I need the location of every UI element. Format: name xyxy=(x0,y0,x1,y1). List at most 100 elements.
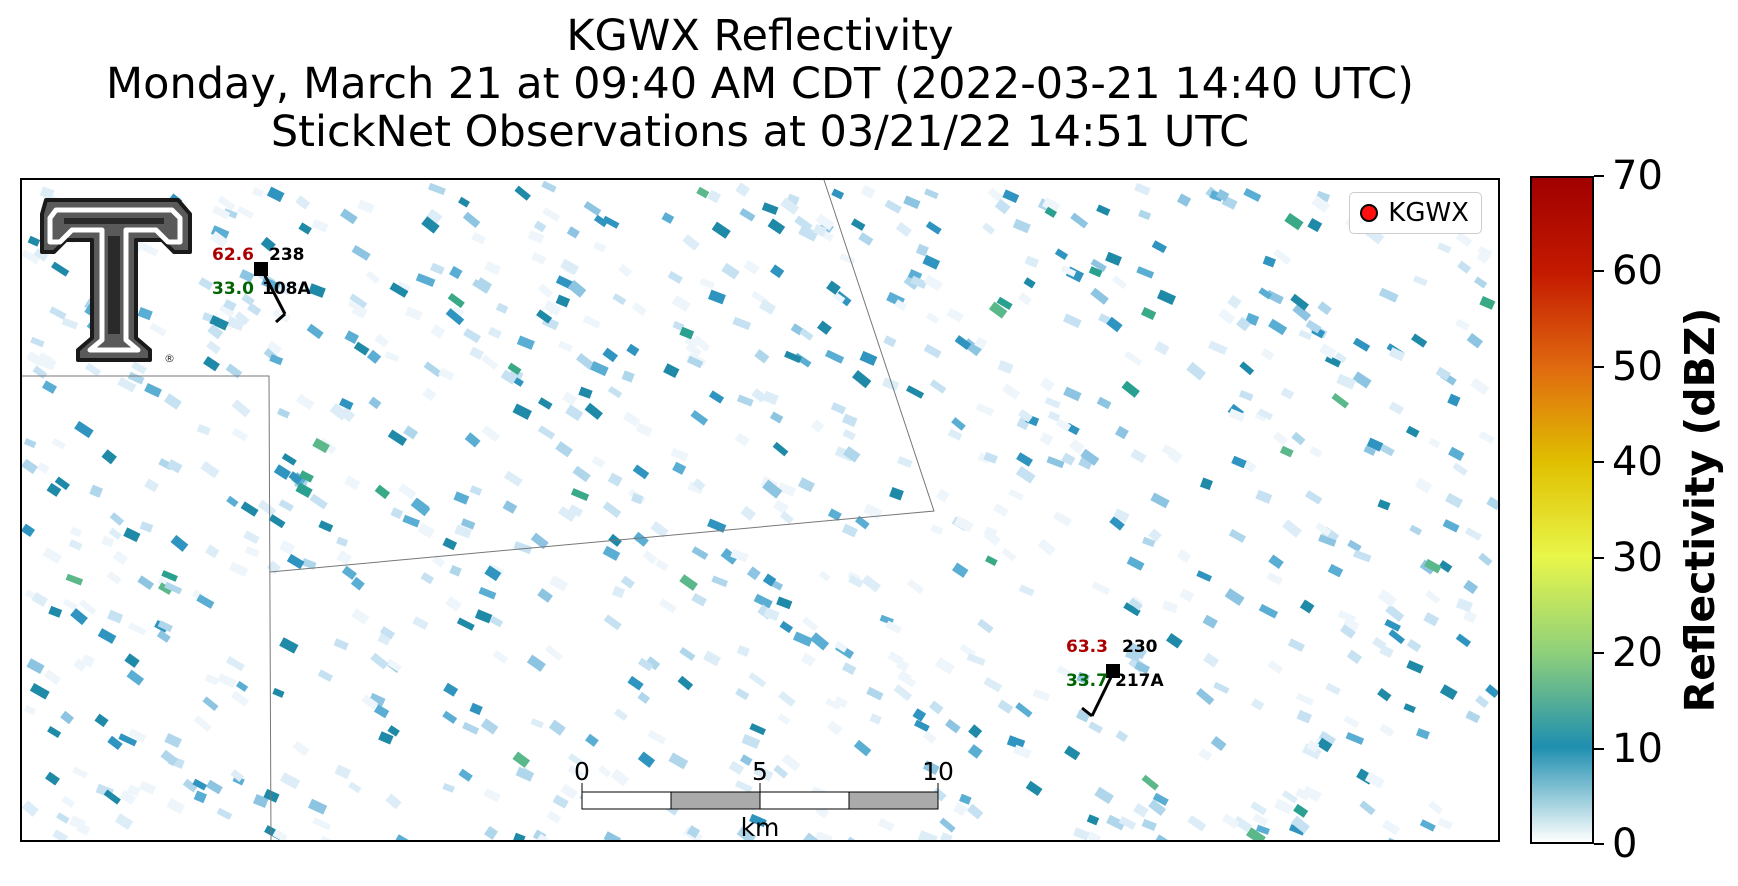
echo-pixel xyxy=(495,302,509,314)
echo-pixel xyxy=(341,565,357,580)
echo-pixel xyxy=(25,350,44,367)
echo-pixel xyxy=(49,306,67,320)
echo-pixel xyxy=(578,386,593,399)
echo-pixel xyxy=(1227,294,1242,310)
echo-pixel xyxy=(667,270,683,284)
echo-pixel xyxy=(516,335,535,350)
echo-pixel xyxy=(1236,316,1251,332)
echo-pixel xyxy=(370,652,389,670)
echo-pixel xyxy=(368,692,386,707)
echo-pixel xyxy=(451,306,465,319)
echo-pixel xyxy=(1023,277,1036,289)
echo-pixel xyxy=(861,574,881,593)
echo-pixel xyxy=(46,482,62,497)
echo-pixel xyxy=(1366,437,1384,452)
echo-pixel xyxy=(1106,814,1126,831)
texas-tech-logo: ® xyxy=(40,198,192,365)
station-217A[interactable]: 63.3 230 33.7 217A xyxy=(1066,637,1164,718)
station-108A[interactable]: 62.6 238 33.0 108A xyxy=(212,245,311,324)
echo-pixel xyxy=(65,573,84,586)
echo-pixel xyxy=(721,262,740,280)
echo-pixel xyxy=(1364,771,1385,789)
echo-pixel xyxy=(230,769,244,782)
echo-pixel xyxy=(844,836,861,840)
echo-pixel xyxy=(907,579,924,595)
echo-pixel xyxy=(38,356,57,371)
wind-barb-flag xyxy=(1081,706,1093,718)
echo-pixel xyxy=(859,350,878,366)
echo-pixel xyxy=(295,482,313,498)
echo-pixel xyxy=(567,764,585,780)
echo-pixel xyxy=(922,730,937,744)
echo-pixel xyxy=(544,644,563,661)
echo-pixel xyxy=(833,696,848,709)
echo-pixel xyxy=(266,186,285,203)
echo-pixel xyxy=(928,700,944,715)
echo-pixel xyxy=(89,484,104,498)
echo-pixel xyxy=(781,753,801,772)
echo-pixel xyxy=(462,211,481,229)
echo-pixel xyxy=(1331,392,1350,409)
echo-pixel xyxy=(334,764,352,780)
echo-pixel xyxy=(449,265,463,280)
echo-pixel xyxy=(1118,816,1137,831)
echo-pixel xyxy=(1086,814,1100,826)
echo-pixel xyxy=(1148,528,1162,542)
echo-pixel xyxy=(29,682,50,700)
echo-pixel xyxy=(603,831,622,840)
echo-pixel xyxy=(1151,240,1167,254)
echo-pixel xyxy=(1091,581,1111,595)
echo-pixel xyxy=(45,771,60,786)
echo-pixel xyxy=(339,407,356,423)
station-dewpoint: 33.7 xyxy=(1066,671,1108,691)
echo-pixel xyxy=(763,607,780,622)
echo-pixel xyxy=(112,550,129,565)
echo-pixel xyxy=(1260,348,1275,361)
echo-pixel xyxy=(403,425,419,440)
echo-pixel xyxy=(387,725,400,737)
county-boundaries xyxy=(22,180,935,840)
echo-pixel xyxy=(953,802,968,817)
echo-pixel xyxy=(1134,661,1150,674)
echo-pixel xyxy=(686,825,701,839)
echo-pixel xyxy=(1377,442,1395,457)
echo-pixel xyxy=(182,778,198,793)
echo-pixel xyxy=(78,599,97,616)
scale-seg-4 xyxy=(848,791,939,810)
echo-pixel xyxy=(54,476,70,491)
echo-pixel xyxy=(127,622,147,636)
echo-pixel xyxy=(584,402,603,420)
station-wind-direction: 230 xyxy=(1122,637,1158,657)
echo-pixel xyxy=(1238,389,1254,402)
colorbar-label-30: 30 xyxy=(1612,534,1663,581)
echo-pixel xyxy=(565,404,584,422)
echo-pixel xyxy=(568,753,583,767)
echo-pixel xyxy=(1198,748,1213,762)
echo-pixel xyxy=(1438,560,1453,573)
echo-pixel xyxy=(850,218,866,231)
echo-pixel xyxy=(645,656,661,671)
echo-pixel xyxy=(1013,744,1032,759)
echo-pixel xyxy=(530,532,549,550)
radar-site-marker-icon xyxy=(1360,204,1379,222)
echo-pixel xyxy=(61,317,79,330)
echo-pixel xyxy=(231,690,250,707)
echo-pixel xyxy=(593,214,608,228)
echo-pixel xyxy=(1037,538,1056,556)
echo-pixel xyxy=(711,575,729,588)
echo-pixel xyxy=(560,783,578,800)
echo-pixel xyxy=(1423,612,1440,627)
echo-pixel xyxy=(748,672,767,688)
echo-pixel xyxy=(1063,386,1082,402)
echo-pixel xyxy=(226,316,245,331)
scale-seg-1 xyxy=(581,791,672,810)
radar-map[interactable]: ® 62.6 238 33.0 108A 63.3 230 33.7 217A xyxy=(20,178,1500,842)
echo-pixel xyxy=(799,328,814,341)
echo-pixel xyxy=(1464,527,1482,541)
echo-pixel xyxy=(1141,818,1157,831)
echo-pixel xyxy=(114,813,134,830)
echo-pixel xyxy=(39,186,55,200)
echo-pixel xyxy=(1305,319,1322,334)
echo-pixel xyxy=(686,355,704,369)
echo-pixel xyxy=(137,307,153,321)
